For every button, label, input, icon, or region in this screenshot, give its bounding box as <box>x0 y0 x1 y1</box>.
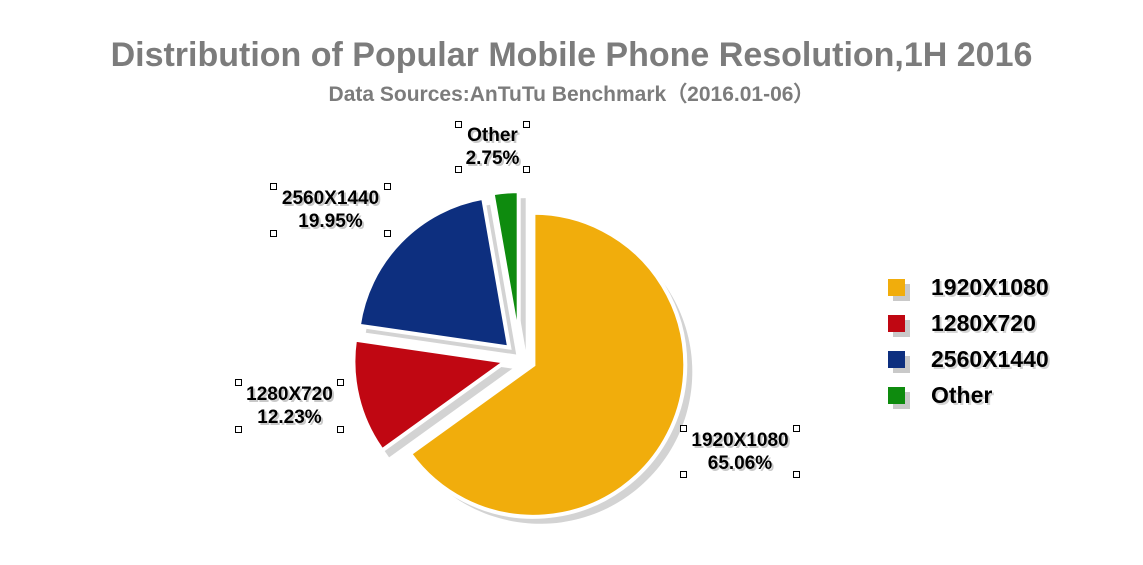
legend: 1920X1080 1280X720 2560X1440 Other <box>888 269 1049 413</box>
data-label-1280x720[interactable]: 1280X720 12.23% <box>235 379 344 433</box>
selection-handle[interactable] <box>793 425 800 432</box>
selection-handle[interactable] <box>270 230 277 237</box>
data-label-pct: 19.95% <box>298 211 363 232</box>
chart-title: Distribution of Popular Mobile Phone Res… <box>110 36 1033 74</box>
pie-slice-other[interactable] <box>490 189 521 344</box>
legend-item-other[interactable]: Other <box>888 377 1049 413</box>
data-label-2560x1440[interactable]: 2560X1440 19.95% <box>270 183 391 237</box>
chart-subtitle: Data Sources:AnTuTu Benchmark（2016.01-06… <box>328 83 815 106</box>
selection-handle[interactable] <box>455 121 462 128</box>
pie-slice-1920x1080[interactable] <box>407 210 688 519</box>
selection-handle[interactable] <box>455 166 462 173</box>
legend-label: 1920X1080 <box>931 273 1049 300</box>
data-label-pct: 65.06% <box>707 452 773 474</box>
selection-handle[interactable] <box>235 426 242 433</box>
data-label-text: 1280X720 <box>246 384 333 405</box>
selection-handle[interactable] <box>523 121 530 128</box>
legend-item-1920x1080[interactable]: 1920X1080 <box>888 269 1049 305</box>
legend-swatch-1280x720 <box>888 314 905 332</box>
selection-handle[interactable] <box>384 183 391 190</box>
legend-swatch-other <box>888 386 905 404</box>
legend-item-1280x720[interactable]: 1280X720 <box>888 305 1049 341</box>
selection-handle[interactable] <box>235 379 242 386</box>
pie-slice-1280x720[interactable] <box>351 337 511 454</box>
data-label-text: 1920X1080 <box>691 429 789 451</box>
selection-handle[interactable] <box>523 166 530 173</box>
legend-swatch-2560x1440 <box>888 350 905 368</box>
data-label-1920x1080[interactable]: 1920X1080 65.06% <box>680 425 800 478</box>
data-label-text: 2560X1440 <box>281 188 380 209</box>
selection-handle[interactable] <box>384 230 391 237</box>
selection-handle[interactable] <box>270 183 277 190</box>
legend-label: 2560X1440 <box>931 345 1049 372</box>
legend-label: Other <box>931 381 993 408</box>
data-label-pct: 2.75% <box>465 148 520 169</box>
legend-item-2560x1440[interactable]: 2560X1440 <box>888 341 1049 377</box>
selection-handle[interactable] <box>337 426 344 433</box>
selection-handle[interactable] <box>793 471 800 478</box>
data-label-text: Other <box>467 125 518 146</box>
data-label-pct: 12.23% <box>257 407 322 428</box>
data-label-other[interactable]: Other 2.75% <box>455 121 530 173</box>
selection-handle[interactable] <box>680 471 687 478</box>
selection-handle[interactable] <box>680 425 687 432</box>
selection-handle[interactable] <box>337 379 344 386</box>
pie-slice-2560x1440[interactable] <box>356 195 512 350</box>
legend-swatch-1920x1080 <box>888 278 905 296</box>
legend-label: 1280X720 <box>931 309 1036 336</box>
